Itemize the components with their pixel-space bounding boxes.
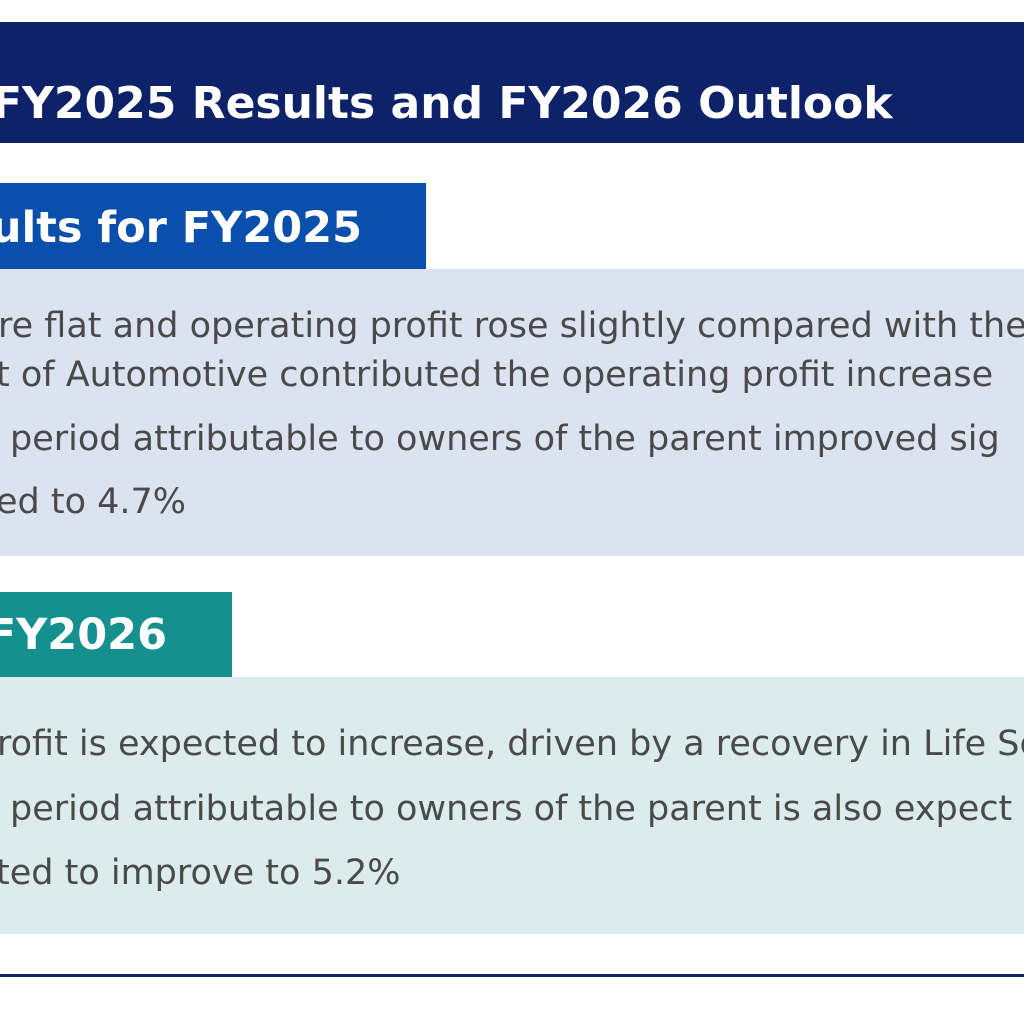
outlook-section-label: FY2026 bbox=[0, 592, 232, 677]
slide-title: FY2025 Results and FY2026 Outlook bbox=[0, 78, 893, 129]
outlook-section-panel: rofit is expected to increase, driven by… bbox=[0, 677, 1024, 934]
outlook-section-heading: FY2026 bbox=[0, 610, 167, 660]
bottom-divider bbox=[0, 974, 1024, 977]
results-line-1: re flat and operating profit rose slight… bbox=[0, 306, 1024, 346]
results-section-heading: sults for FY2025 bbox=[0, 203, 362, 253]
results-section-label: sults for FY2025 bbox=[0, 183, 426, 269]
outlook-line-3: ted to improve to 5.2% bbox=[0, 853, 401, 893]
outlook-line-1: rofit is expected to increase, driven by… bbox=[0, 724, 1024, 764]
results-line-4: ed to 4.7% bbox=[0, 482, 187, 522]
results-line-3: period attributable to owners of the par… bbox=[10, 419, 1000, 459]
outlook-line-2: period attributable to owners of the par… bbox=[10, 789, 1013, 829]
results-section-panel: re flat and operating profit rose slight… bbox=[0, 269, 1024, 556]
results-line-2: t of Automotive contributed the operatin… bbox=[0, 355, 994, 395]
title-bar: FY2025 Results and FY2026 Outlook bbox=[0, 22, 1024, 143]
